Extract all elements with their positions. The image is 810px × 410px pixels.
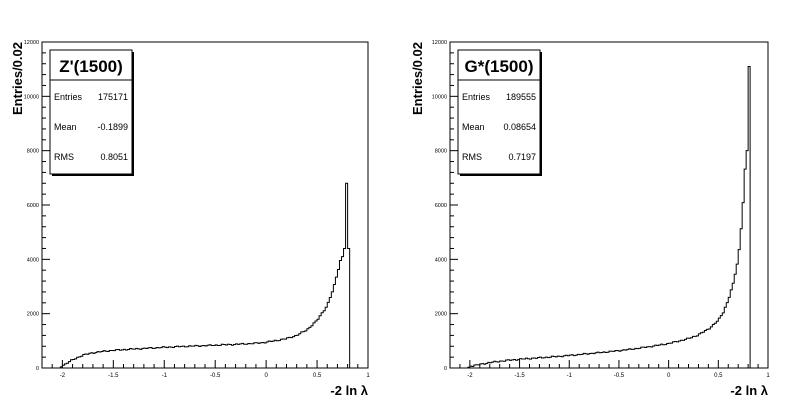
y-tick-label: 10000 xyxy=(24,94,39,100)
y-tick-label: 6000 xyxy=(435,203,447,209)
stats-label-entries: Entries xyxy=(462,92,491,102)
histogram-line xyxy=(59,182,351,368)
y-tick-label: 0 xyxy=(444,366,447,372)
y-tick-label: 4000 xyxy=(27,257,39,263)
stats-label-rms: RMS xyxy=(462,152,482,162)
x-tick-label: 0 xyxy=(667,373,671,379)
y-tick-label: 10000 xyxy=(432,94,447,100)
x-axis-title: -2 ln λ xyxy=(730,383,768,398)
y-tick-label: 0 xyxy=(36,366,39,372)
stats-label-entries: Entries xyxy=(54,92,83,102)
x-tick-label: 0 xyxy=(264,373,268,379)
y-tick-label: 8000 xyxy=(27,149,39,155)
stats-value-entries: 189555 xyxy=(506,92,536,102)
x-tick-label: -2 xyxy=(60,373,66,379)
x-tick-label: -1.5 xyxy=(108,373,119,379)
stats-value-mean: -0.1899 xyxy=(97,122,128,132)
x-tick-label: 1 xyxy=(766,373,770,379)
x-axis-title: -2 ln λ xyxy=(330,383,368,398)
stats-box-frame xyxy=(49,49,133,175)
y-tick-label: 6000 xyxy=(27,203,39,209)
y-tick-label: 4000 xyxy=(435,257,447,263)
y-tick-label: 2000 xyxy=(435,312,447,318)
stats-label-mean: Mean xyxy=(462,122,485,132)
x-tick-label: 0.5 xyxy=(714,373,723,379)
x-tick-label: 1 xyxy=(366,373,370,379)
stats-box: G*(1500) Entries 189555 Mean 0.08654 RMS 0.719… xyxy=(457,49,542,176)
stats-box-frame xyxy=(457,49,541,175)
x-tick-label: -0.5 xyxy=(210,373,221,379)
x-tick-label: -2 xyxy=(467,373,473,379)
stats-value-rms: 0.8051 xyxy=(100,152,128,162)
y-axis-title: Entries/0.02 xyxy=(410,42,425,115)
y-tick-label: 8000 xyxy=(435,149,447,155)
x-tick-label: -1.5 xyxy=(514,373,525,379)
stats-box-title: G*(1500) xyxy=(465,57,534,76)
stats-label-mean: Mean xyxy=(54,122,77,132)
histogram-panel-gstar: -2 -1.5 -1 -0.5 0 0.5 1 0 2000 4000 6000 8000 10000 1… xyxy=(410,40,770,398)
y-axis-title: Entries/0.02 xyxy=(10,42,25,115)
y-tick-label: 12000 xyxy=(24,40,39,46)
histogram-line xyxy=(467,65,751,368)
histogram-panel-zprime: -2 -1.5 -1 -0.5 0 0.5 1 0 2000 4000 6000 8000 10000 1… xyxy=(10,40,370,398)
stats-box-title: Z'(1500) xyxy=(59,57,123,76)
stats-box: Z'(1500) Entries 175171 Mean -0.1899 RMS 0.805… xyxy=(49,49,134,176)
stats-label-rms: RMS xyxy=(54,152,74,162)
x-tick-label: -0.5 xyxy=(614,373,625,379)
stats-value-mean: 0.08654 xyxy=(503,122,536,132)
x-tick-label: 0.5 xyxy=(313,373,322,379)
x-tick-label: -1 xyxy=(567,373,573,379)
x-tick-label: -1 xyxy=(162,373,168,379)
y-tick-label: 2000 xyxy=(27,312,39,318)
stats-value-rms: 0.7197 xyxy=(508,152,536,162)
y-tick-label: 12000 xyxy=(432,40,447,46)
stats-value-entries: 175171 xyxy=(98,92,128,102)
